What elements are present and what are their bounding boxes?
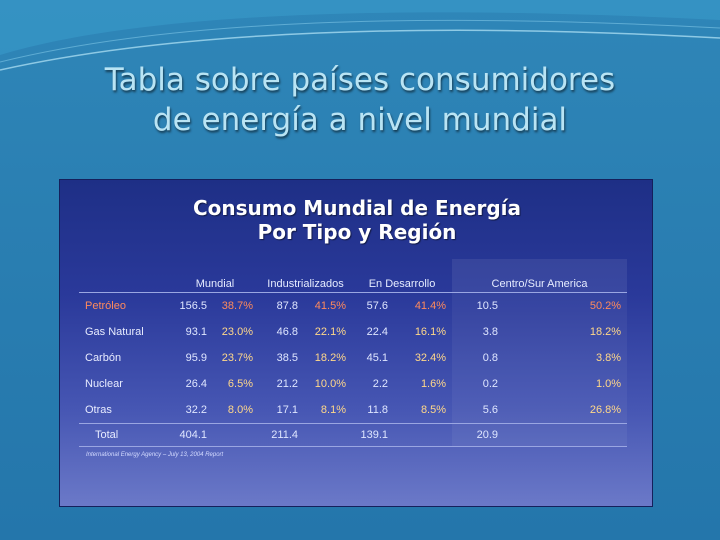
table-cell: 87.8 xyxy=(276,300,298,312)
table-cell: 93.1 xyxy=(185,326,207,338)
table-cell: 57.6 xyxy=(366,300,388,312)
table-cell: 8.1% xyxy=(320,404,346,416)
header-industrializados: Industrializados xyxy=(259,259,352,293)
table-cell xyxy=(394,423,453,447)
table-cell: 2.2 xyxy=(372,378,388,390)
table-cell: 8.0% xyxy=(227,404,253,416)
table-cell: 1.6% xyxy=(420,378,447,390)
table-cell: 211.4 xyxy=(259,423,304,447)
table-cell xyxy=(504,423,628,447)
table-cell xyxy=(304,423,352,447)
header-blank xyxy=(79,259,171,293)
table-cell: 0.2 xyxy=(452,371,505,397)
table-cell: 3.8 xyxy=(452,319,505,345)
table-cell: 16.1% xyxy=(414,326,447,338)
table-cell: 17.1 xyxy=(276,404,298,416)
row-label: Nuclear xyxy=(85,378,123,390)
slide-title: Tabla sobre países consumidores de energ… xyxy=(0,60,720,140)
table-header-row: Mundial Industrializados En Desarrollo C… xyxy=(79,259,628,293)
table-cell: 95.9 xyxy=(185,352,207,364)
header-centro-sur-america: Centro/Sur America xyxy=(452,259,628,293)
table-title-line-2: Por Tipo y Región xyxy=(257,220,457,244)
table-cell: 404.1 xyxy=(171,423,213,447)
table-cell: 18.2% xyxy=(314,352,346,364)
slide-title-line-2: de energía a nivel mundial xyxy=(152,102,568,138)
table-cell: 156.5 xyxy=(179,300,207,312)
energy-consumption-table: Mundial Industrializados En Desarrollo C… xyxy=(79,259,628,447)
header-en-desarrollo: En Desarrollo xyxy=(352,259,453,293)
table-cell: 46.8 xyxy=(276,326,298,338)
table-cell: 8.5% xyxy=(420,404,447,416)
table-row-nuclear: Nuclear 26.4 6.5% 21.2 10.0% 2.2 1.6% 0.… xyxy=(79,371,628,397)
table-cell: 0.8 xyxy=(452,345,505,371)
table-cell: 32.4% xyxy=(414,352,447,364)
row-label: Otras xyxy=(85,404,112,416)
table-row-total: Total 404.1 211.4 139.1 20.9 xyxy=(79,423,628,447)
table-title: Consumo Mundial de Energía Por Tipo y Re… xyxy=(60,196,654,244)
table-cell: 23.7% xyxy=(221,352,253,364)
table-title-line-1: Consumo Mundial de Energía xyxy=(192,196,522,220)
table-row-gas-natural: Gas Natural 93.1 23.0% 46.8 22.1% 22.4 1… xyxy=(79,319,628,345)
row-label: Petróleo xyxy=(85,300,126,312)
table-cell: 5.6 xyxy=(452,397,505,424)
row-label: Gas Natural xyxy=(85,326,144,338)
table-cell: 23.0% xyxy=(221,326,253,338)
table-cell: 45.1 xyxy=(366,352,388,364)
row-label: Carbón xyxy=(85,352,122,364)
table-cell: 11.8 xyxy=(367,404,388,416)
header-mundial: Mundial xyxy=(171,259,259,293)
table-cell: 1.0% xyxy=(504,371,628,397)
table-cell: 10.0% xyxy=(314,378,346,390)
table-cell: 3.8% xyxy=(504,345,628,371)
table-cell xyxy=(213,423,259,447)
table-cell: 32.2 xyxy=(185,404,207,416)
table-cell: 41.4% xyxy=(414,300,447,312)
table-cell: 41.5% xyxy=(314,300,346,312)
table-cell: 22.1% xyxy=(314,326,346,338)
slide-title-line-1: Tabla sobre países consumidores xyxy=(104,62,616,98)
table-cell: 38.5 xyxy=(276,352,298,364)
decorative-swoosh xyxy=(0,0,720,71)
table-row-carbon: Carbón 95.9 23.7% 38.5 18.2% 45.1 32.4% … xyxy=(79,345,628,371)
table-cell: 21.2 xyxy=(276,378,298,390)
table-cell: 26.8% xyxy=(504,397,628,424)
row-label: Total xyxy=(79,423,171,447)
table-cell: 22.4 xyxy=(366,326,388,338)
table-cell: 26.4 xyxy=(185,378,207,390)
energy-table-image: Consumo Mundial de Energía Por Tipo y Re… xyxy=(59,179,653,507)
table-cell: 139.1 xyxy=(352,423,394,447)
table-cell: 38.7% xyxy=(221,300,253,312)
table-row-petroleo: Petróleo 156.5 38.7% 87.8 41.5% 57.6 41.… xyxy=(79,292,628,319)
table-cell: 10.5 xyxy=(452,292,505,319)
table-cell: 50.2% xyxy=(504,292,628,319)
table-cell: 20.9 xyxy=(452,423,505,447)
table-cell: 6.5% xyxy=(227,378,253,390)
table-cell: 18.2% xyxy=(504,319,628,345)
source-note: International Energy Agency – July 13, 2… xyxy=(86,452,224,458)
table-row-otras: Otras 32.2 8.0% 17.1 8.1% 11.8 8.5% 5.6 … xyxy=(79,397,628,424)
